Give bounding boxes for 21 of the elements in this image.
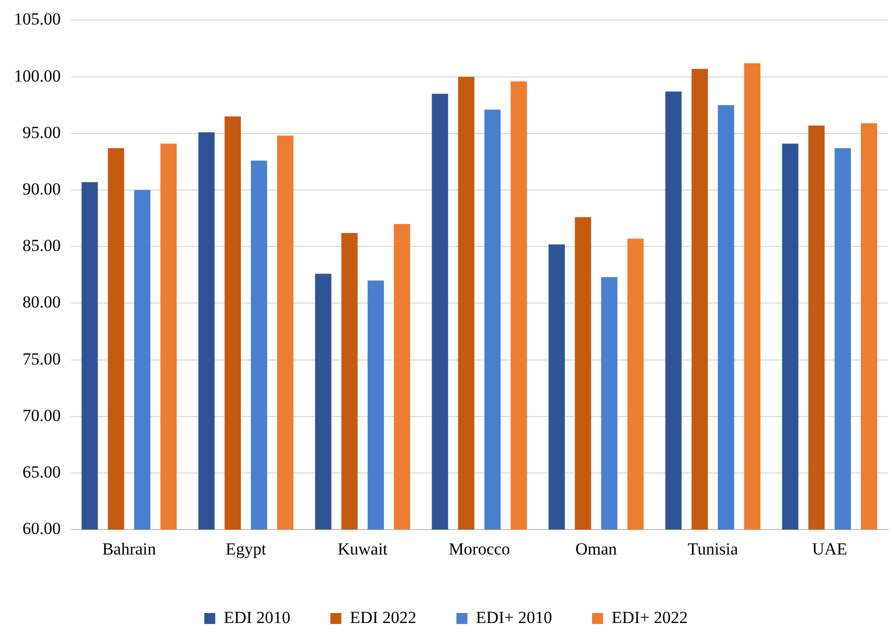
legend-label: EDI+ 2022 (612, 608, 688, 627)
legend-label: EDI 2010 (224, 608, 290, 627)
legend-label: EDI 2022 (350, 608, 416, 627)
x-tick-label: Oman (575, 539, 618, 558)
x-tick-label: Kuwait (338, 539, 388, 558)
x-tick-label: Bahrain (102, 539, 157, 558)
y-tick-label: 95.00 (22, 122, 61, 142)
y-tick-label: 80.00 (22, 292, 61, 312)
x-tick-label: Morocco (448, 539, 510, 558)
y-tick-label: 90.00 (22, 179, 61, 198)
x-tick-label: Egypt (226, 539, 266, 558)
legend-label: EDI+ 2010 (476, 608, 552, 627)
y-tick-label: 70.00 (22, 406, 61, 425)
y-tick-label: 105.00 (14, 10, 61, 29)
x-tick-label: Tunisia (688, 539, 739, 558)
y-tick-label: 100.00 (14, 66, 61, 86)
y-tick-label: 60.00 (22, 519, 61, 538)
y-tick-label: 75.00 (22, 349, 61, 368)
y-tick-label: 65.00 (22, 462, 61, 482)
x-tick-label: UAE (812, 539, 848, 558)
y-tick-label: 85.00 (22, 236, 61, 256)
